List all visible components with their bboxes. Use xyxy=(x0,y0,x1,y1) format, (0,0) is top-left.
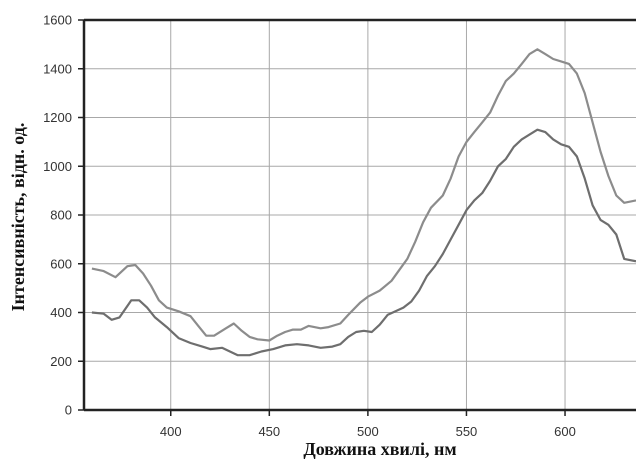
y-tick-label: 200 xyxy=(50,354,72,369)
x-axis-title: Довжина хвилі, нм xyxy=(303,439,456,459)
x-tick-label: 400 xyxy=(160,424,182,439)
series-line-1 xyxy=(91,48,636,342)
y-tick-label: 400 xyxy=(50,305,72,320)
series-group xyxy=(91,48,636,357)
y-tick-label: 600 xyxy=(50,256,72,271)
y-tick-label: 1400 xyxy=(43,61,72,76)
series-line-2 xyxy=(91,128,636,357)
x-tick-label: 600 xyxy=(554,424,576,439)
y-tick-label: 800 xyxy=(50,208,72,223)
x-tick-label: 450 xyxy=(258,424,280,439)
tick-labels: 0 200 400 600 800 1000 1200 1400 1600 400 450 500 55… xyxy=(43,13,576,440)
y-axis-title: Інтенсивність, відн. од. xyxy=(8,123,28,312)
x-tick-label: 500 xyxy=(357,424,379,439)
x-tick-label: 550 xyxy=(456,424,478,439)
y-tick-label: 1200 xyxy=(43,110,72,125)
y-tick-label: 0 xyxy=(65,403,72,418)
grid xyxy=(84,20,636,410)
y-tick-label: 1600 xyxy=(43,13,72,28)
y-tick-label: 1000 xyxy=(43,159,72,174)
axes-frame xyxy=(78,18,636,416)
